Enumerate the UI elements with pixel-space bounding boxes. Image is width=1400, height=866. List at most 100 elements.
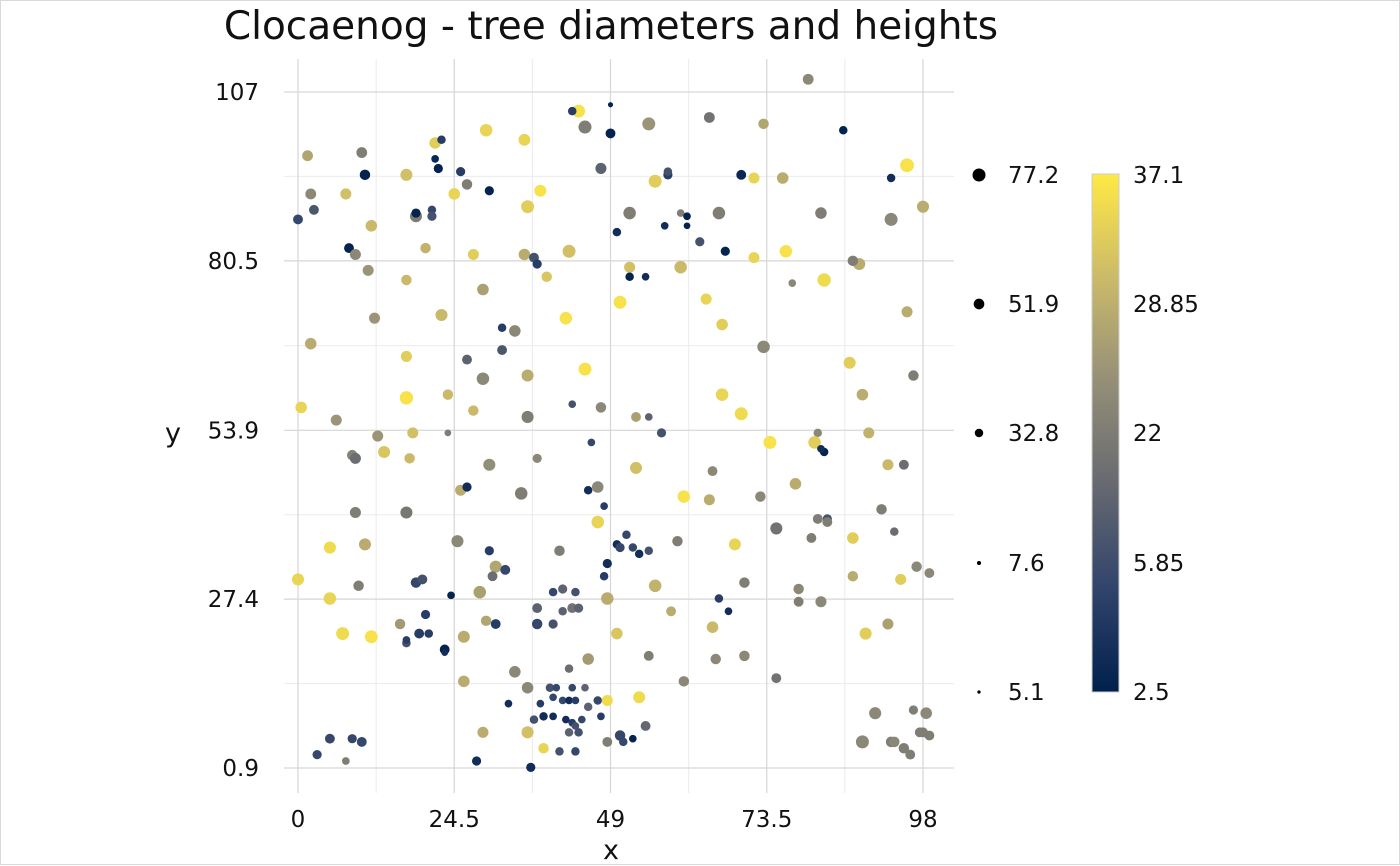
tree-point [534, 184, 547, 197]
x-tick-label: 0 [291, 807, 306, 833]
y-tick-label: 107 [215, 80, 259, 106]
tree-point [763, 435, 777, 449]
tree-point [531, 618, 543, 630]
tree-point [571, 722, 580, 730]
tree-point [578, 120, 592, 134]
tree-point [908, 705, 919, 715]
tree-point [394, 618, 406, 630]
tree-point [504, 699, 513, 708]
y-tick-label: 80.5 [208, 249, 259, 275]
tree-point [558, 696, 567, 705]
tree-point [414, 628, 425, 639]
tree-point [905, 749, 916, 760]
color-legend-label: 2.5 [1133, 680, 1170, 706]
x-tick-label: 49 [596, 807, 625, 833]
tree-point [401, 274, 412, 286]
tree-point [462, 482, 472, 492]
tree-point [359, 169, 371, 181]
tree-point [330, 414, 342, 426]
tree-point [734, 407, 748, 421]
tree-point [431, 155, 439, 163]
tree-point [441, 649, 449, 657]
tree-point [890, 527, 899, 536]
color-legend-label: 28.85 [1133, 292, 1199, 318]
tree-point [656, 428, 667, 438]
tree-point [793, 583, 804, 595]
y-axis-tick-labels: 0.9 27.4 53.9 80.5 107 [208, 80, 259, 782]
tree-point [457, 630, 470, 643]
y-tick-label: 0.9 [222, 756, 259, 782]
tree-point [847, 570, 859, 582]
tree-point [648, 579, 662, 593]
tree-point [710, 653, 721, 665]
tree-point [666, 606, 677, 617]
size-legend-label: 7.6 [1008, 551, 1045, 577]
tree-point [813, 428, 823, 438]
tree-point [538, 743, 549, 754]
tree-point [911, 561, 922, 572]
tree-point [558, 607, 567, 616]
tree-point [295, 401, 307, 414]
tree-point [625, 272, 634, 282]
tree-point [420, 609, 431, 620]
tree-point [293, 214, 303, 225]
tree-point [518, 248, 531, 261]
tree-point [514, 487, 528, 500]
tree-point [574, 728, 583, 737]
tree-point [843, 356, 856, 369]
tree-point [789, 478, 802, 490]
tree-point [855, 735, 869, 749]
tree-point [706, 621, 719, 633]
color-legend-label: 22 [1133, 421, 1162, 447]
tree-point [536, 699, 545, 708]
tree-point [748, 252, 760, 264]
size-legend: 77.2 51.9 32.8 7.6 5.1 [972, 163, 1059, 706]
tree-point [572, 104, 586, 118]
tree-point [435, 308, 448, 322]
chart-title: Clocaenog - tree diameters and heights [224, 4, 998, 49]
tree-point [676, 209, 685, 217]
tree-point [407, 427, 419, 439]
tree-point [347, 734, 357, 744]
tree-point [677, 490, 691, 503]
size-legend-label: 32.8 [1008, 421, 1059, 447]
tree-point [856, 388, 869, 401]
tree-point [660, 221, 669, 230]
tree-point [619, 737, 628, 747]
tree-point [529, 715, 539, 724]
tree-point [898, 743, 910, 754]
tree-point [595, 402, 607, 413]
tree-point [714, 594, 724, 603]
tree-point [562, 244, 576, 258]
tree-point [822, 517, 833, 528]
tree-point [611, 627, 623, 640]
tree-point [583, 702, 593, 712]
tree-point [476, 372, 490, 385]
tree-point [372, 430, 384, 442]
tree-point [640, 721, 651, 731]
colorbar [1091, 173, 1120, 693]
tree-point [900, 158, 914, 173]
size-legend-key [973, 298, 985, 310]
tree-point [757, 340, 770, 354]
tree-point [859, 627, 872, 640]
tree-point [648, 174, 662, 188]
tree-point [642, 117, 656, 131]
tree-point [341, 757, 350, 765]
tree-point [541, 271, 552, 283]
tree-point [920, 707, 932, 719]
tree-point [597, 712, 605, 721]
tree-point [340, 188, 352, 200]
tree-point [411, 208, 421, 218]
tree-point [564, 664, 574, 673]
tree-point [532, 453, 542, 463]
tree-point [901, 306, 913, 318]
color-legend-label: 5.85 [1133, 551, 1184, 577]
tree-point [402, 636, 411, 644]
size-legend-key [972, 168, 986, 182]
tree-point [924, 568, 935, 578]
tree-point [882, 459, 894, 471]
tree-point [480, 615, 492, 627]
